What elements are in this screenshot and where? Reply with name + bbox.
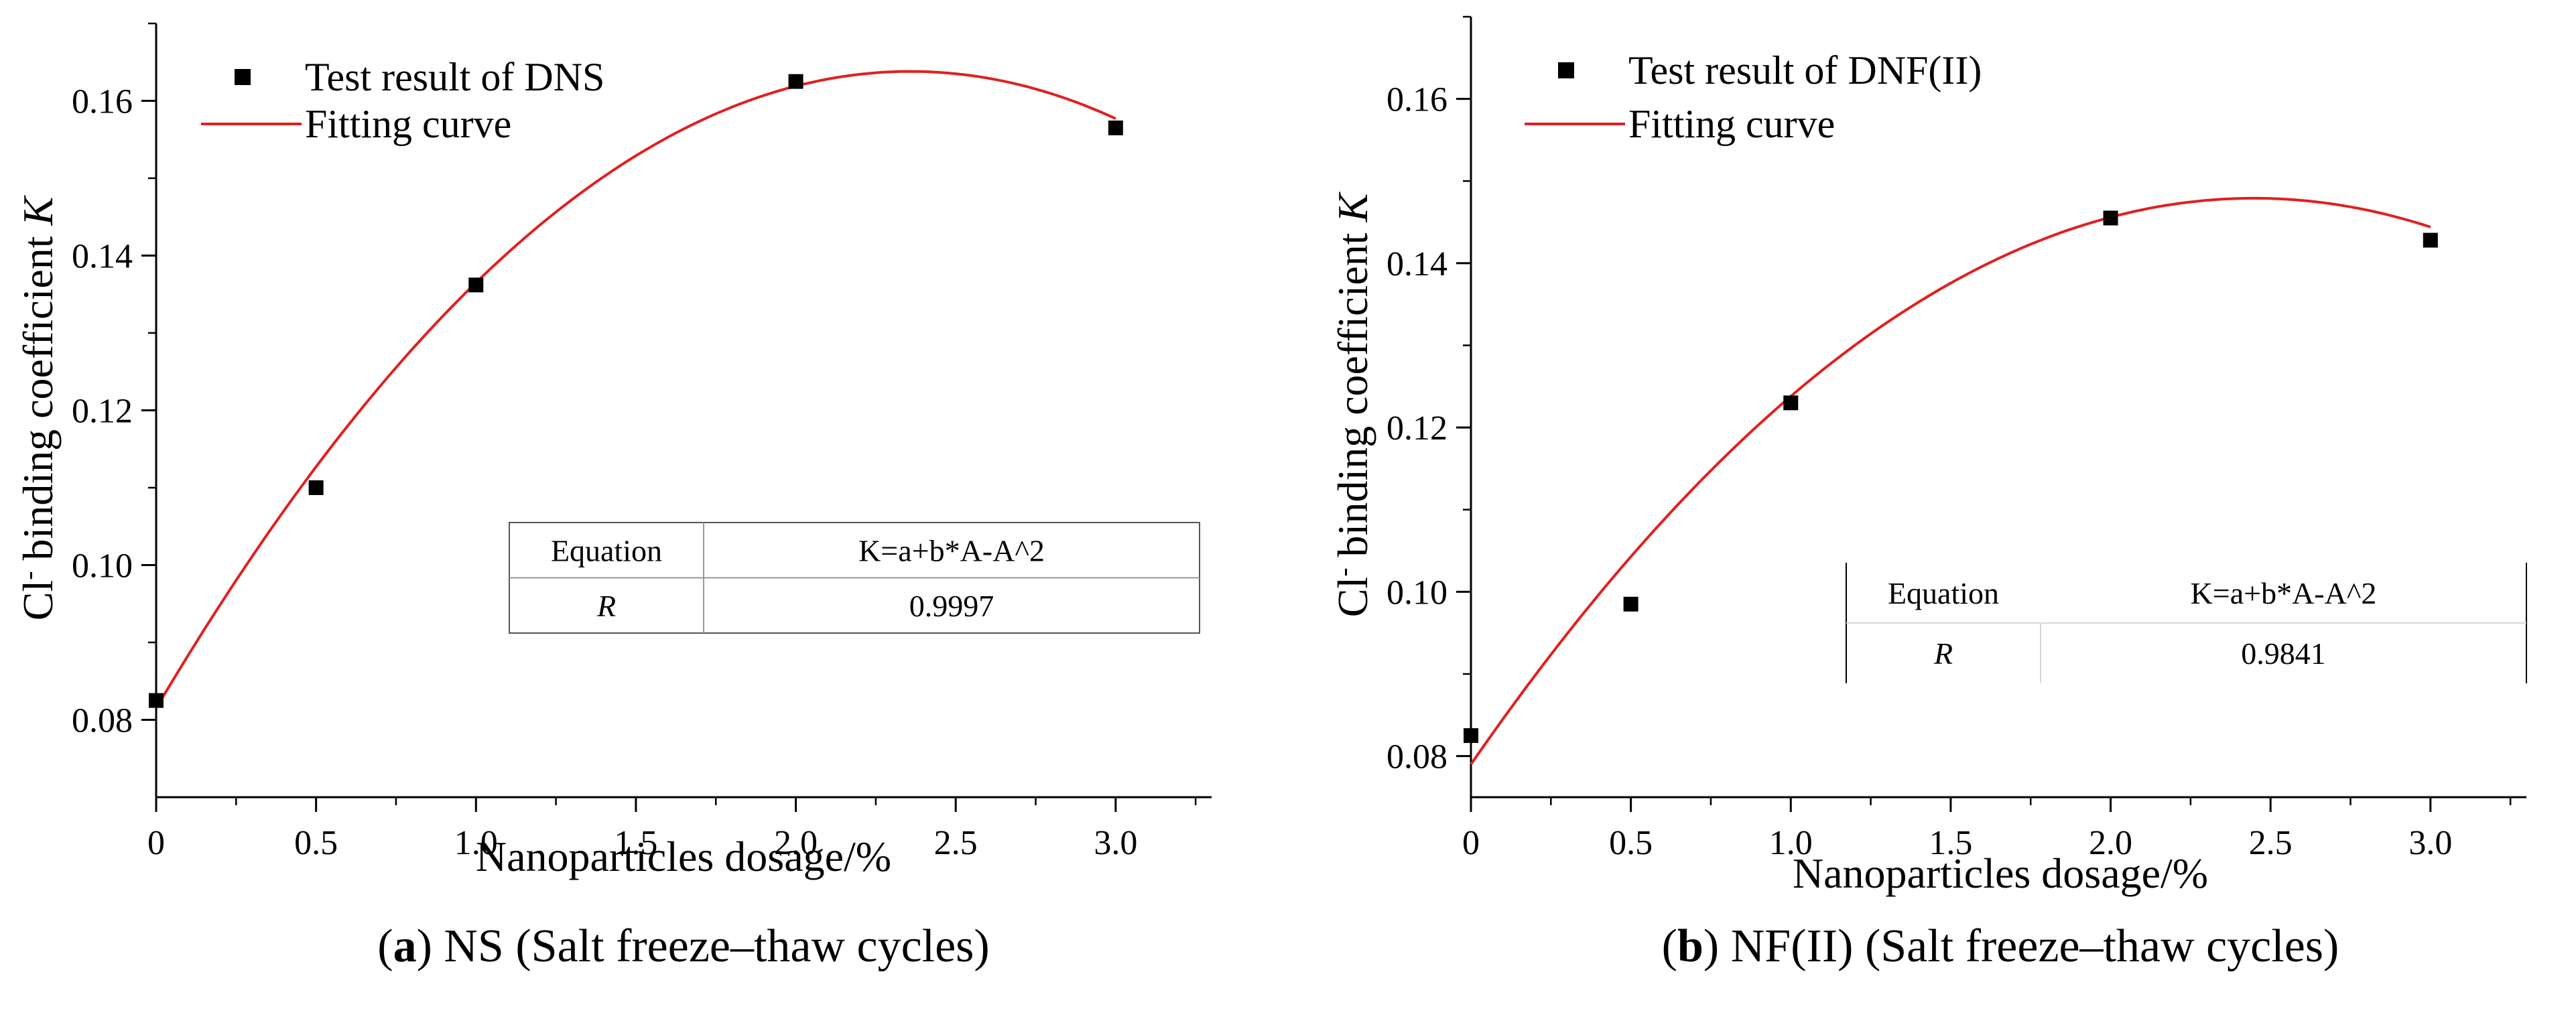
y-tick-label: 0.10 xyxy=(1387,573,1447,612)
caption-text: ) NF(II) (Salt freeze–thaw cycles) xyxy=(1703,920,2339,972)
data-point xyxy=(2103,210,2118,226)
y-axis-label-main: binding coefficient xyxy=(14,225,62,571)
legend-marker-scatter xyxy=(235,69,251,85)
y-axis-label-variable: K xyxy=(1329,191,1376,222)
table-cell-value: 0.9841 xyxy=(2241,636,2326,671)
x-axis-label: Nanoparticles dosage/% xyxy=(476,833,891,880)
x-tick-label: 0 xyxy=(1462,824,1480,862)
data-point xyxy=(468,277,484,293)
x-tick-label: 2.5 xyxy=(934,824,978,862)
y-axis-label-main: binding coefficient xyxy=(1329,222,1376,567)
panel-caption: (b) NF(II) (Salt freeze–thaw cycles) xyxy=(1662,920,2339,972)
panel-a: 0 0.5 1.0 1.5 2.0 2.5 3.0 0.08 0.10 0.12 0.14 0.16 T… xyxy=(13,22,1212,972)
legend-marker-scatter xyxy=(1558,62,1574,78)
table-cell-label: Equation xyxy=(551,533,662,567)
x-tick-label: 0.5 xyxy=(294,824,338,862)
caption-panel-letter: a xyxy=(393,920,417,972)
table-cell-label: R xyxy=(596,589,616,623)
y-tick-label: 0.12 xyxy=(72,393,133,431)
y-axis-label-variable: K xyxy=(14,194,62,226)
table-cell-value: K=a+b*A-A^2 xyxy=(858,533,1045,567)
y-tick-label: 0.14 xyxy=(72,238,133,276)
y-axis-label: Cl- binding coefficient K xyxy=(1328,191,1377,617)
x-tick-label: 0.5 xyxy=(1609,824,1653,862)
panel-b: 0 0.5 1.0 1.5 2.0 2.5 3.0 0.08 0.10 0.12 0.14 0.16 T… xyxy=(1328,15,2527,972)
x-tick-label: 3.0 xyxy=(1094,824,1137,862)
data-point xyxy=(2423,232,2438,248)
legend-label-scatter: Test result of DNF(II) xyxy=(1628,48,1982,92)
table-cell-value: K=a+b*A-A^2 xyxy=(2191,576,2377,610)
legend-label-line: Fitting curve xyxy=(1628,102,1835,146)
y-axis-label-superscript: - xyxy=(1328,567,1358,576)
y-tick-label: 0.16 xyxy=(72,83,133,121)
x-tick-label: 2.5 xyxy=(2249,824,2293,862)
y-tick-label: 0.12 xyxy=(1387,409,1447,447)
fitting-curve xyxy=(1470,196,2431,766)
x-tick-label: 3.0 xyxy=(2408,824,2452,862)
y-tick-label: 0.16 xyxy=(1387,81,1447,119)
fitting-curve xyxy=(155,70,1116,709)
y-tick-label: 0.10 xyxy=(72,547,133,586)
x-tick-label: 1.0 xyxy=(1769,824,1813,862)
y-axis-label: Cl- binding coefficient K xyxy=(13,194,62,620)
x-tick-label: 1.5 xyxy=(614,824,657,862)
table-cell-value: 0.9997 xyxy=(909,589,994,623)
y-tick-label: 0.08 xyxy=(72,702,133,740)
data-point xyxy=(1108,120,1123,135)
data-point xyxy=(788,74,803,89)
x-tick-label: 1.0 xyxy=(454,824,498,862)
x-tick-label: 2.0 xyxy=(2089,824,2132,862)
table-cell-label: Equation xyxy=(1888,576,1999,610)
caption-paren: ( xyxy=(1662,920,1677,972)
legend-label-line: Fitting curve xyxy=(305,102,511,146)
legend-label-scatter: Test result of DNS xyxy=(305,55,604,99)
caption-text: ) NS (Salt freeze–thaw cycles) xyxy=(417,920,990,972)
y-tick-label: 0.14 xyxy=(1387,245,1447,283)
data-point xyxy=(1464,728,1478,744)
y-tick-label: 0.08 xyxy=(1387,738,1447,776)
x-tick-label: 2.0 xyxy=(774,824,818,862)
table-cell-label: R xyxy=(1933,636,1953,671)
x-axis-label: Nanoparticles dosage/% xyxy=(1793,849,2208,897)
data-point xyxy=(308,480,324,495)
data-point xyxy=(149,693,164,708)
x-tick-label: 0 xyxy=(147,824,165,862)
data-point xyxy=(1783,395,1799,411)
x-tick-label: 1.5 xyxy=(1929,824,1972,862)
caption-panel-letter: b xyxy=(1677,920,1703,972)
y-axis-label-prefix: Cl xyxy=(1329,577,1376,617)
data-point xyxy=(1623,596,1638,612)
y-axis-label-superscript: - xyxy=(13,571,44,579)
caption-paren: ( xyxy=(377,920,393,972)
y-axis-label-prefix: Cl xyxy=(14,580,62,620)
panel-caption: (a) NS (Salt freeze–thaw cycles) xyxy=(377,920,990,972)
